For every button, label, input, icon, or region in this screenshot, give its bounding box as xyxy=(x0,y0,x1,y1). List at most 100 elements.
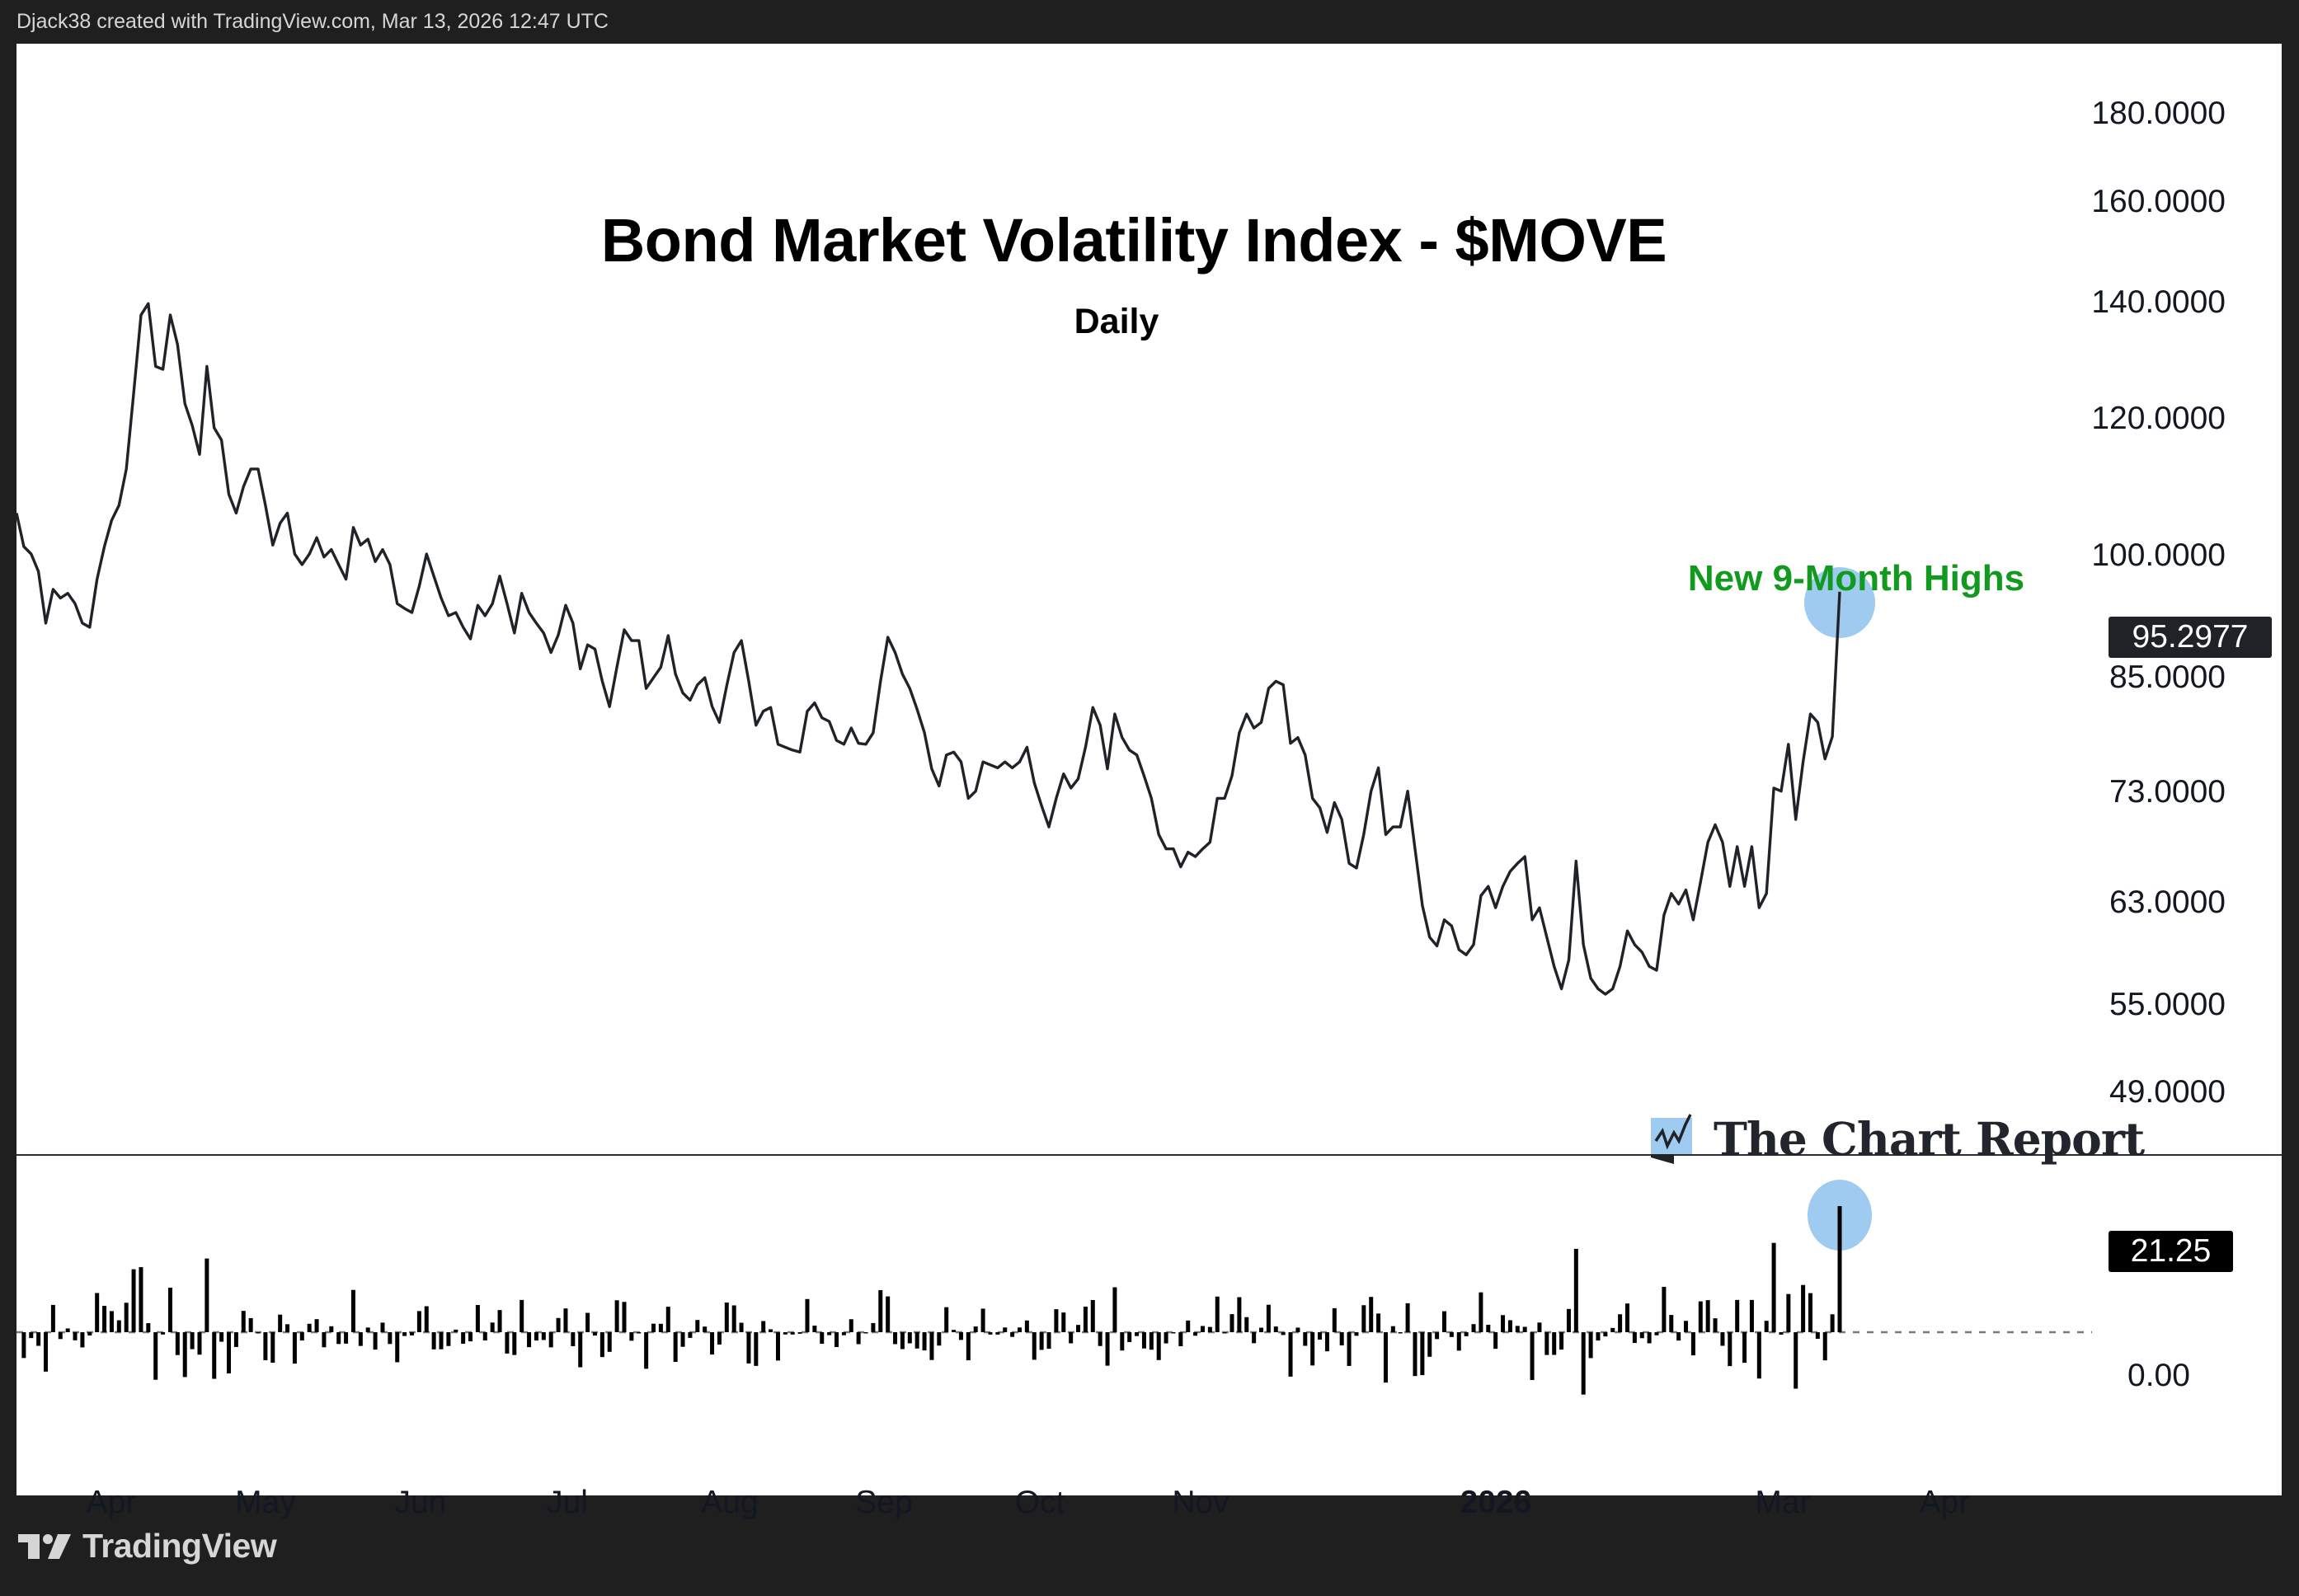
histogram-bar xyxy=(1669,1315,1674,1332)
histogram-bar xyxy=(1054,1309,1059,1332)
histogram-bar xyxy=(87,1332,92,1335)
histogram-bar xyxy=(548,1332,553,1348)
chart-canvas[interactable] xyxy=(16,44,2282,1495)
histogram-bar xyxy=(1120,1332,1125,1351)
histogram-bar xyxy=(402,1332,407,1336)
histogram-bar xyxy=(197,1332,202,1355)
histogram-bar xyxy=(1713,1318,1718,1332)
histogram-bar xyxy=(563,1308,568,1332)
histogram-bar xyxy=(482,1332,487,1340)
histogram-bar xyxy=(1083,1306,1088,1332)
histogram-bar xyxy=(769,1329,773,1332)
histogram-bar xyxy=(973,1326,978,1332)
histogram-bar xyxy=(1010,1332,1015,1337)
histogram-bar xyxy=(167,1288,172,1332)
histogram-bar xyxy=(651,1323,656,1332)
histogram-bar xyxy=(607,1332,612,1352)
histogram-bar xyxy=(1573,1248,1578,1332)
histogram-bar xyxy=(922,1332,927,1351)
time-axis-tick-label: Sep xyxy=(855,1485,913,1520)
histogram-bar xyxy=(424,1306,429,1332)
histogram-bar xyxy=(644,1332,649,1369)
histogram-bar xyxy=(1566,1308,1571,1332)
histogram-bar xyxy=(50,1304,55,1332)
histogram-bar xyxy=(710,1332,715,1355)
histogram-bar xyxy=(1690,1332,1695,1356)
time-axis-tick-label: Apr xyxy=(86,1485,137,1520)
histogram-bar xyxy=(1442,1311,1447,1332)
histogram-bar xyxy=(1024,1320,1029,1332)
histogram-bar xyxy=(233,1332,238,1347)
histogram-bar xyxy=(1427,1332,1432,1357)
histogram-bar xyxy=(241,1311,246,1332)
histogram-bar xyxy=(409,1332,414,1335)
histogram-bar xyxy=(1479,1292,1483,1332)
histogram-bar xyxy=(944,1307,949,1332)
histogram-bar xyxy=(299,1332,304,1341)
chart-panel[interactable]: Bond Market Volatility Index - $MOVE Dai… xyxy=(16,44,2282,1520)
histogram-bar xyxy=(1039,1332,1044,1350)
histogram-bar xyxy=(227,1332,232,1374)
histogram-bar xyxy=(1705,1300,1710,1332)
histogram-bar xyxy=(21,1332,26,1359)
histogram-bar xyxy=(1112,1287,1117,1332)
histogram-bar xyxy=(1588,1332,1593,1359)
time-axis-tick-label: Aug xyxy=(701,1485,759,1520)
time-axis-tick-label: May xyxy=(235,1485,296,1520)
histogram-bar xyxy=(1603,1332,1608,1337)
histogram-bar xyxy=(1435,1332,1440,1340)
histogram-bar xyxy=(1017,1327,1022,1332)
histogram-bar xyxy=(1149,1332,1154,1350)
histogram-bar xyxy=(1200,1326,1205,1332)
histogram-bar xyxy=(1076,1325,1081,1332)
histogram-bar xyxy=(1449,1332,1454,1337)
time-axis-tick-label: Nov xyxy=(1172,1485,1229,1520)
histogram-bar xyxy=(1193,1332,1198,1336)
histogram-bar xyxy=(344,1332,349,1344)
histogram-bar xyxy=(820,1332,825,1345)
histogram-bar xyxy=(1164,1332,1168,1344)
histogram-bar xyxy=(1456,1332,1461,1351)
histogram-bar xyxy=(109,1311,114,1332)
time-axis-tick-label: 2026 xyxy=(1460,1485,1532,1520)
histogram-bar xyxy=(336,1332,341,1345)
histogram-bar xyxy=(278,1314,283,1332)
histogram-bar xyxy=(790,1332,795,1335)
histogram-bar xyxy=(1273,1326,1278,1332)
histogram-bar xyxy=(871,1322,876,1332)
histogram-bar xyxy=(73,1332,78,1340)
histogram-bar xyxy=(29,1332,34,1339)
histogram-bar xyxy=(893,1332,898,1345)
histogram-bar xyxy=(388,1332,393,1345)
histogram-bar xyxy=(1749,1299,1754,1332)
histogram-bar xyxy=(1383,1332,1388,1383)
price-axis-tick-label: 49.0000 xyxy=(2109,1073,2226,1110)
histogram-bar xyxy=(1822,1332,1827,1361)
histogram-bar xyxy=(1405,1303,1410,1332)
histogram-bar xyxy=(835,1332,839,1347)
histogram-bar xyxy=(520,1299,524,1332)
histogram-bar xyxy=(1156,1332,1161,1360)
histogram-bar xyxy=(329,1326,334,1332)
time-axis-tick-label: Jun xyxy=(394,1485,447,1520)
histogram-bar xyxy=(292,1332,297,1364)
histogram-bar xyxy=(1237,1297,1242,1332)
histogram-bar xyxy=(1413,1332,1417,1377)
histogram-bar xyxy=(512,1332,517,1355)
time-axis-tick-label: Apr xyxy=(1919,1485,1970,1520)
histogram-bar xyxy=(1398,1332,1403,1334)
price-axis-tick-label: 140.0000 xyxy=(2091,284,2226,320)
price-axis-tick-label: 55.0000 xyxy=(2109,987,2226,1023)
histogram-bar xyxy=(1127,1332,1132,1342)
histogram-bar xyxy=(863,1332,868,1334)
time-axis-tick-label: Mar xyxy=(1755,1485,1811,1520)
histogram-bar xyxy=(1654,1332,1659,1335)
histogram-bar xyxy=(783,1332,787,1335)
histogram-bar xyxy=(131,1269,136,1332)
annotation-new-highs: New 9-Month Highs xyxy=(1687,558,2025,598)
histogram-bar xyxy=(1376,1313,1381,1332)
histogram-bar xyxy=(1061,1312,1066,1332)
tradingview-brand[interactable]: TradingView xyxy=(18,1527,277,1565)
histogram-bar xyxy=(827,1332,832,1335)
histogram-bar xyxy=(1098,1332,1102,1346)
